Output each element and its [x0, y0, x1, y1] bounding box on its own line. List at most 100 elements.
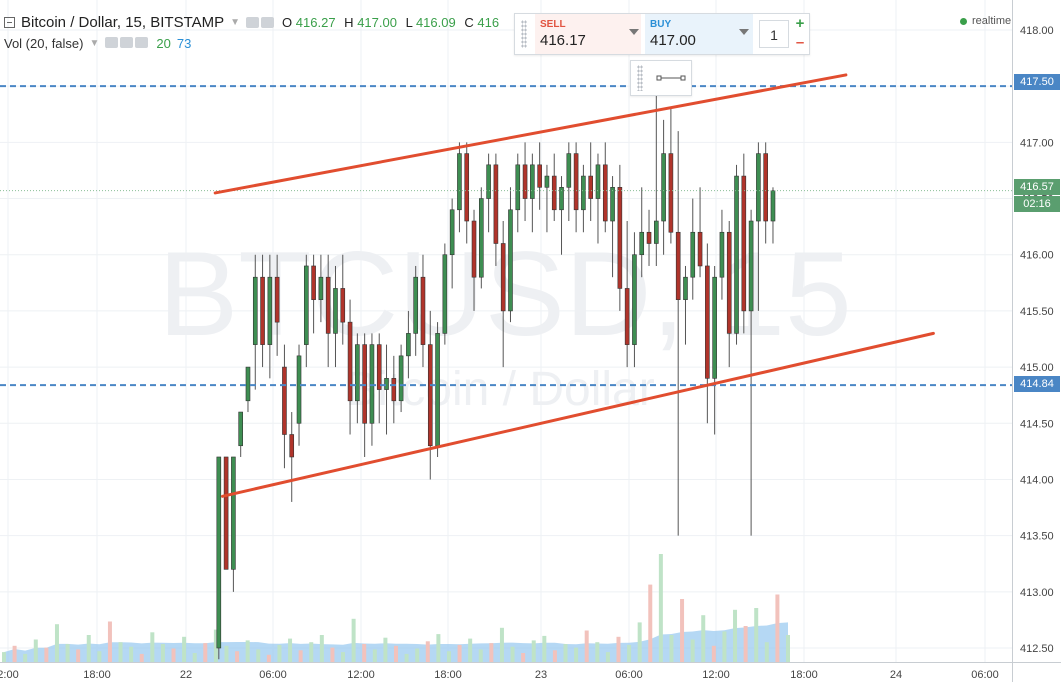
candle-body [369, 344, 375, 424]
status-dot-icon [960, 17, 967, 25]
candle-body [581, 175, 586, 211]
candle-body [486, 164, 491, 199]
candle [471, 209, 477, 311]
quantity-field[interactable]: 1 [759, 20, 789, 48]
candle-body [413, 276, 418, 334]
price-tick-label: 418.00 [1020, 25, 1054, 37]
candle [391, 355, 397, 424]
volume-bar [372, 649, 377, 662]
candle-body [668, 153, 674, 233]
time-tick-label: 2:00 [0, 669, 19, 681]
candle [289, 412, 295, 502]
volume-bar [256, 649, 261, 662]
volume-bar [160, 644, 165, 662]
volume-bar [44, 647, 49, 662]
ohlc-open-key: O [282, 15, 293, 30]
volume-bar [245, 640, 250, 662]
candle-body [223, 456, 229, 570]
candle-body [289, 434, 295, 458]
candle-body [325, 276, 331, 334]
candle-body [530, 164, 535, 199]
ohlc-high-value: 417.00 [357, 15, 397, 30]
buy-dropdown-icon[interactable] [739, 29, 749, 35]
candle-body [245, 366, 251, 402]
eye-icon[interactable] [105, 37, 119, 48]
volume-bar [107, 621, 112, 662]
trendline-tool-icon[interactable] [655, 67, 687, 89]
drag-handle-icon[interactable] [521, 20, 527, 48]
candle-body [690, 231, 696, 278]
time-tick-label: 06:00 [971, 669, 999, 681]
candle [610, 176, 615, 278]
price-tick-label: 415.00 [1020, 362, 1054, 374]
candle-body [522, 164, 528, 199]
candle [530, 153, 535, 233]
ohlc-high-key: H [344, 15, 354, 30]
volume-bar [775, 594, 780, 662]
volume-bar [436, 634, 441, 662]
candle [464, 142, 470, 244]
candle [617, 164, 623, 311]
chevron-down-icon[interactable]: ▼ [89, 38, 100, 49]
candle [427, 310, 433, 480]
volume-bar [54, 624, 59, 662]
indicator-settings-icons[interactable] [105, 36, 150, 51]
volume-bar [468, 638, 473, 662]
volume-bar [584, 630, 589, 662]
decrease-quantity-button[interactable]: – [795, 34, 805, 51]
volume-bar [595, 642, 600, 662]
sell-button[interactable]: SELL 416.17 [535, 14, 641, 54]
volume-bar [764, 642, 769, 662]
price-tick-label: 414.50 [1020, 418, 1054, 430]
candle-body [595, 164, 601, 199]
candle-body [362, 344, 367, 424]
candle [223, 456, 229, 570]
candle [675, 131, 681, 536]
buy-button[interactable]: BUY 417.00 [645, 14, 753, 54]
increase-quantity-button[interactable]: + [795, 15, 805, 32]
ohlc-low-value: 416.09 [415, 15, 456, 30]
candle-body [756, 153, 761, 222]
volume-bar [743, 626, 748, 662]
gear-icon[interactable] [120, 37, 134, 48]
chevron-down-icon[interactable]: ▼ [230, 17, 241, 28]
close-icon[interactable] [135, 37, 149, 48]
candle [683, 265, 688, 345]
candle-body [675, 231, 681, 300]
sell-dropdown-icon[interactable] [629, 29, 639, 35]
candle-body [260, 276, 265, 345]
volume-bar [722, 631, 727, 662]
volume-bar [690, 639, 695, 662]
volume-indicator-label[interactable]: Vol (20, false) [4, 36, 84, 51]
volume-bar [733, 609, 738, 662]
eye-icon[interactable] [246, 16, 260, 28]
candle [296, 344, 302, 446]
candle-body [282, 366, 287, 435]
candle-body [573, 153, 579, 211]
candle [216, 456, 222, 660]
collapse-icon[interactable] [4, 17, 15, 28]
candle-body [427, 344, 433, 447]
ohlc-readout: O 416.27 H 417.00 L 416.09 C 416 [282, 15, 504, 30]
volume-bar [499, 627, 504, 662]
candle-body [610, 187, 615, 222]
candle-body [493, 164, 499, 244]
volume-bar [394, 645, 398, 662]
volume-bar [531, 640, 536, 662]
candle-body [471, 220, 477, 278]
symbol-settings-icons[interactable] [246, 15, 276, 31]
drag-handle-icon[interactable] [637, 65, 643, 91]
price-label-countdown: 02:16 [1014, 196, 1060, 212]
candle-body [515, 164, 521, 211]
volume-bar [266, 654, 271, 662]
volume-bar [351, 618, 356, 662]
candle-body [333, 288, 338, 334]
gear-icon[interactable] [261, 16, 275, 28]
candle [763, 142, 768, 244]
candle-body [376, 344, 382, 390]
symbol-title[interactable]: Bitcoin / Dollar, 15, BITSTAMP [21, 14, 225, 31]
candle-body [602, 164, 608, 222]
price-tick-label: 417.00 [1020, 137, 1054, 149]
volume-bar [637, 622, 642, 662]
